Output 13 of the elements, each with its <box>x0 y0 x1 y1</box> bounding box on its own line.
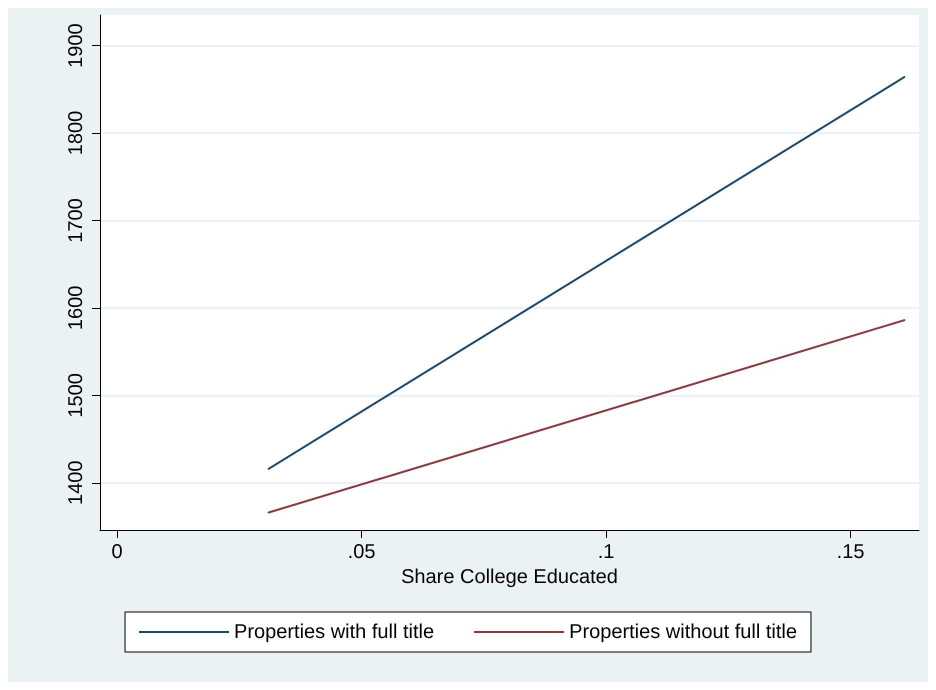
x-tick-label: .1 <box>598 541 614 563</box>
x-tick-label: .05 <box>348 541 376 563</box>
y-tick-label: 1500 <box>65 373 87 418</box>
legend-label: Properties with full title <box>234 621 434 643</box>
legend-label: Properties without full title <box>569 621 797 643</box>
x-tick-label: .15 <box>836 541 864 563</box>
y-tick-label: 1600 <box>65 286 87 330</box>
x-axis-title: Share College Educated <box>401 566 618 588</box>
y-tick-label: 1800 <box>65 110 87 156</box>
y-tick-label: 1700 <box>65 198 87 243</box>
y-tick-label: 1400 <box>65 460 87 506</box>
y-tick-label: 1900 <box>65 23 87 68</box>
x-tick-label: 0 <box>112 541 123 563</box>
